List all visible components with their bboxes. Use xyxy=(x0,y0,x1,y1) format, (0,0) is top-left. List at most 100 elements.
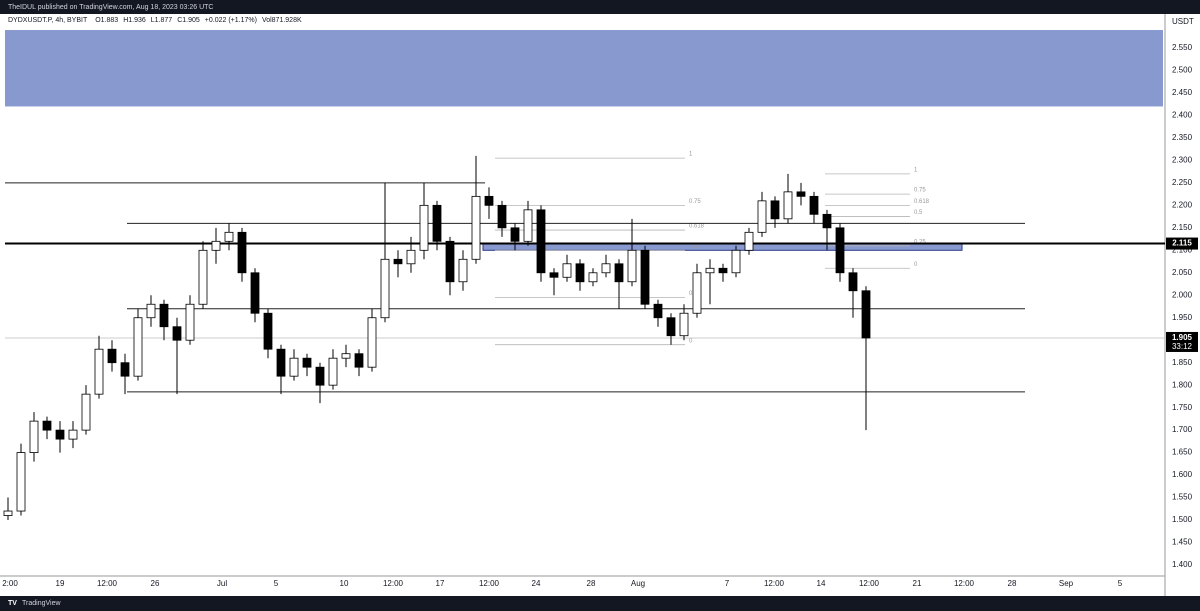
ohlc-value: H1.936 xyxy=(123,17,146,24)
x-tick-label: 12:00 xyxy=(383,579,404,588)
ohlc-value: O1.883 xyxy=(95,17,118,24)
last-price-tag xyxy=(1166,331,1198,352)
footer-bar xyxy=(0,596,1200,611)
y-tick-label: 2.250 xyxy=(1172,178,1193,187)
candle-body xyxy=(601,263,611,274)
candle-body xyxy=(185,303,195,341)
y-tick-label: 1.800 xyxy=(1172,380,1193,389)
candle-body xyxy=(692,272,702,314)
x-tick-label: 12:00 xyxy=(479,579,500,588)
candle-body xyxy=(380,258,390,319)
candle-body xyxy=(406,249,416,265)
ohlc-value: Vol871.928K xyxy=(262,17,302,24)
countdown: 33:12 xyxy=(1172,342,1193,351)
fib-label: 0.618 xyxy=(689,224,705,230)
candle-body xyxy=(16,452,26,512)
x-tick-label: Aug xyxy=(631,579,645,588)
candle-body xyxy=(367,317,377,368)
candle-body xyxy=(549,272,559,278)
candle-body xyxy=(458,258,468,283)
x-tick-label: 10 xyxy=(340,579,349,588)
last-price-label: 1.905 xyxy=(1172,333,1193,342)
y-tick-label: 1.850 xyxy=(1172,358,1193,367)
candle-body xyxy=(757,200,767,233)
x-tick-label: 5 xyxy=(274,579,279,588)
x-tick-label: 12:00 xyxy=(97,579,118,588)
y-tick-label: 2.500 xyxy=(1172,66,1193,75)
x-tick-label: 28 xyxy=(587,579,596,588)
fib-label: 0.25 xyxy=(914,239,926,245)
candle-body xyxy=(419,204,429,251)
candle-body xyxy=(536,209,546,274)
y-tick-label: 1.600 xyxy=(1172,470,1193,479)
candle-body xyxy=(627,249,637,283)
x-tick-label: Sep xyxy=(1059,579,1074,588)
candle-body xyxy=(94,348,104,395)
fib-label: 1 xyxy=(689,152,693,158)
y-tick-label: 2.550 xyxy=(1172,43,1193,52)
candle-body xyxy=(328,357,338,386)
x-tick-label: 19 xyxy=(56,579,65,588)
candle-body xyxy=(497,204,507,229)
y-tick-label: 2.450 xyxy=(1172,88,1193,97)
candle-body xyxy=(783,191,793,220)
y-tick-label: 1.400 xyxy=(1172,560,1193,569)
y-tick-label: 2.200 xyxy=(1172,200,1193,209)
candle-body xyxy=(731,249,741,274)
candle-body xyxy=(159,303,169,328)
candle-body xyxy=(835,227,845,274)
candle-body xyxy=(588,272,598,283)
candle-body xyxy=(861,290,871,339)
candle-body xyxy=(822,213,832,229)
candle-body xyxy=(198,249,208,305)
candle-body xyxy=(432,204,442,242)
y-tick-label: 2.050 xyxy=(1172,268,1193,277)
y-tick-label: 1.450 xyxy=(1172,538,1193,547)
candle-body xyxy=(484,195,494,206)
candle-body xyxy=(133,317,143,377)
y-tick-label: 1.550 xyxy=(1172,493,1193,502)
header-bar xyxy=(0,0,1200,14)
candle-body xyxy=(172,326,182,341)
fib-label: 0 xyxy=(689,338,693,344)
candle-body xyxy=(107,348,117,364)
x-tick-label: 7 xyxy=(725,579,730,588)
fib-label: 0 xyxy=(914,262,918,268)
brand: TradingView xyxy=(22,600,61,607)
x-tick-label: 5 xyxy=(1118,579,1123,588)
candle-body xyxy=(42,420,52,431)
candle-body xyxy=(237,231,247,274)
candle-body xyxy=(224,231,234,242)
marked-price-tag xyxy=(1166,237,1198,250)
candle-body xyxy=(68,429,78,440)
fib-label: 0.5 xyxy=(914,210,923,216)
candle-body xyxy=(796,191,806,197)
ohlc-value: L1.877 xyxy=(151,17,173,24)
candle-body xyxy=(146,303,156,319)
y-tick-label: 1.650 xyxy=(1172,448,1193,457)
fib-label: 0.5 xyxy=(689,244,698,250)
y-tick-label: 2.400 xyxy=(1172,111,1193,120)
candle-body xyxy=(55,429,65,440)
candle-body xyxy=(523,209,533,242)
candle-body xyxy=(315,366,325,386)
y-tick-label: 1.500 xyxy=(1172,515,1193,524)
x-tick-label: 17 xyxy=(436,579,445,588)
logo: TV xyxy=(8,600,17,607)
x-tick-label: 21 xyxy=(913,579,922,588)
candle-body xyxy=(276,348,286,377)
candle-body xyxy=(302,357,312,368)
x-tick-label: 24 xyxy=(532,579,541,588)
x-tick-label: 2:00 xyxy=(2,579,18,588)
x-tick-label: 12:00 xyxy=(859,579,880,588)
candle-body xyxy=(718,267,728,274)
fib-label: 0.75 xyxy=(689,199,701,205)
x-tick-label: 14 xyxy=(817,579,826,588)
fib-label: 0.75 xyxy=(914,188,926,194)
candle-body xyxy=(666,317,676,337)
candle-body xyxy=(575,263,585,283)
candle-body xyxy=(341,353,351,359)
y-tick-label: 2.000 xyxy=(1172,290,1193,299)
candle-body xyxy=(705,267,715,274)
